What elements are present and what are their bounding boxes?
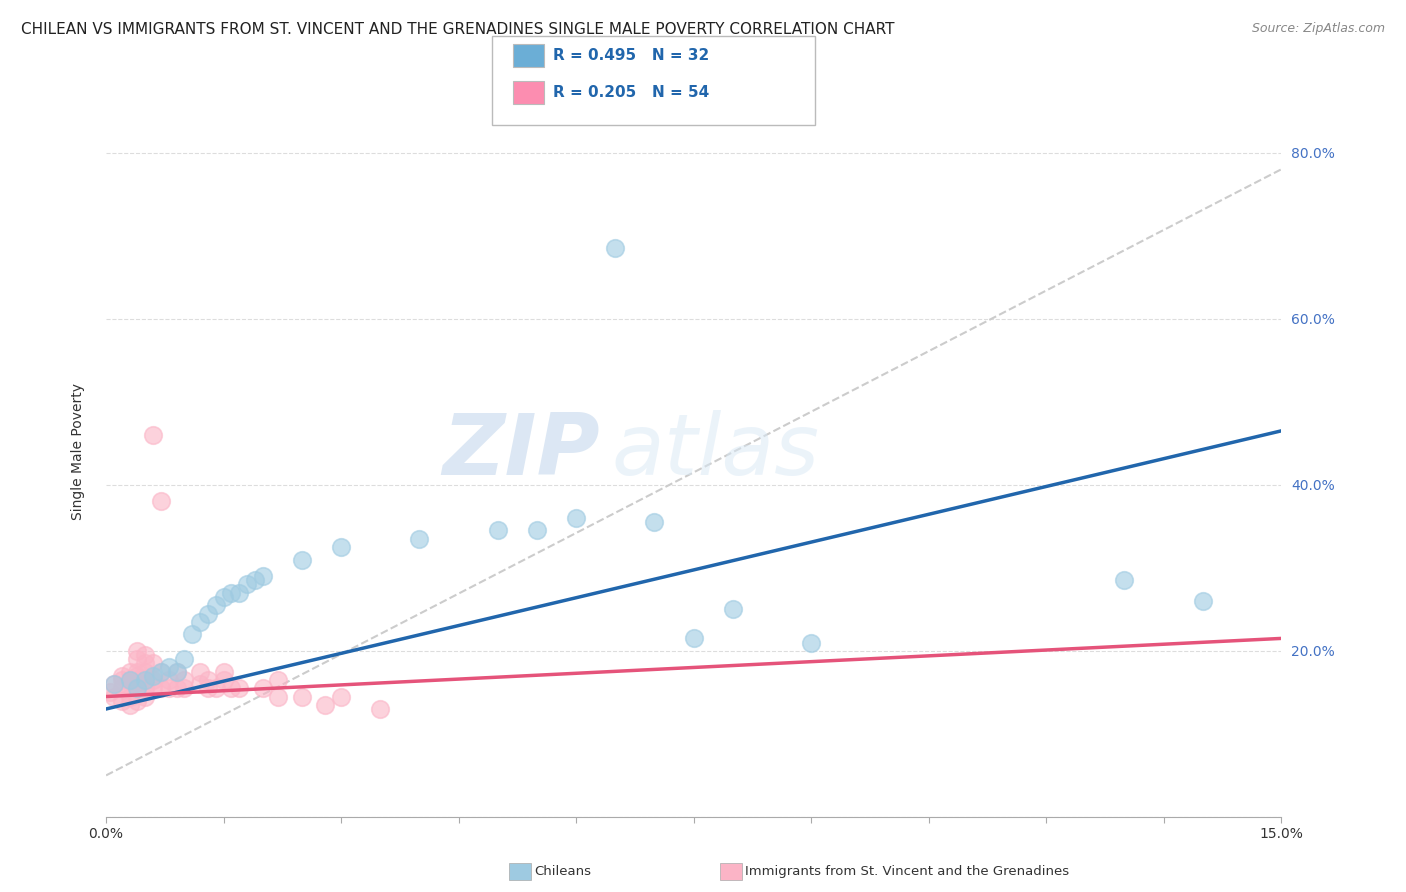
- Point: [800, 635, 823, 649]
- Point: [197, 607, 219, 621]
- Point: [166, 665, 188, 679]
- Point: [103, 677, 125, 691]
- Point: [181, 627, 204, 641]
- Point: [314, 698, 336, 712]
- Point: [173, 652, 195, 666]
- Point: [157, 660, 180, 674]
- Y-axis label: Single Male Poverty: Single Male Poverty: [72, 384, 86, 520]
- Point: [486, 524, 509, 538]
- Point: [605, 241, 627, 255]
- Point: [103, 677, 125, 691]
- Point: [252, 569, 274, 583]
- Point: [111, 694, 134, 708]
- Point: [118, 698, 141, 712]
- Point: [118, 673, 141, 687]
- Point: [188, 665, 211, 679]
- Point: [134, 690, 156, 704]
- Point: [166, 665, 188, 679]
- Point: [127, 681, 149, 696]
- Point: [127, 644, 149, 658]
- Point: [166, 681, 188, 696]
- Point: [197, 673, 219, 687]
- Point: [127, 694, 149, 708]
- Text: R = 0.495   N = 32: R = 0.495 N = 32: [553, 48, 709, 62]
- Point: [111, 673, 134, 687]
- Point: [134, 665, 156, 679]
- Point: [127, 669, 149, 683]
- Point: [330, 540, 353, 554]
- Point: [565, 511, 588, 525]
- Point: [98, 685, 121, 699]
- Point: [118, 665, 141, 679]
- Point: [111, 669, 134, 683]
- Point: [291, 552, 314, 566]
- Point: [682, 632, 704, 646]
- Point: [1191, 594, 1213, 608]
- Point: [204, 681, 226, 696]
- Point: [243, 574, 266, 588]
- Point: [142, 657, 165, 671]
- Point: [228, 586, 250, 600]
- Point: [142, 681, 165, 696]
- Point: [149, 665, 172, 679]
- Point: [408, 532, 430, 546]
- Text: R = 0.205   N = 54: R = 0.205 N = 54: [553, 86, 709, 100]
- Point: [330, 690, 353, 704]
- Point: [118, 681, 141, 696]
- Point: [134, 673, 156, 687]
- Text: atlas: atlas: [612, 410, 820, 493]
- Text: Chileans: Chileans: [534, 865, 592, 878]
- Point: [134, 648, 156, 662]
- Point: [252, 681, 274, 696]
- Point: [197, 681, 219, 696]
- Point: [134, 681, 156, 696]
- Point: [173, 673, 195, 687]
- Point: [134, 657, 156, 671]
- Point: [149, 494, 172, 508]
- Point: [118, 673, 141, 687]
- Point: [134, 673, 156, 687]
- Point: [149, 665, 172, 679]
- Point: [267, 673, 290, 687]
- Point: [173, 681, 195, 696]
- Point: [526, 524, 548, 538]
- Point: [212, 673, 235, 687]
- Point: [1114, 574, 1136, 588]
- Point: [204, 598, 226, 612]
- Text: Immigrants from St. Vincent and the Grenadines: Immigrants from St. Vincent and the Gren…: [745, 865, 1070, 878]
- Point: [236, 577, 259, 591]
- Text: CHILEAN VS IMMIGRANTS FROM ST. VINCENT AND THE GRENADINES SINGLE MALE POVERTY CO: CHILEAN VS IMMIGRANTS FROM ST. VINCENT A…: [21, 22, 894, 37]
- Point: [212, 590, 235, 604]
- Point: [127, 681, 149, 696]
- Point: [221, 681, 243, 696]
- Point: [721, 602, 744, 616]
- Point: [103, 690, 125, 704]
- Point: [188, 677, 211, 691]
- Point: [142, 428, 165, 442]
- Point: [127, 652, 149, 666]
- Point: [368, 702, 391, 716]
- Point: [643, 515, 665, 529]
- Point: [228, 681, 250, 696]
- Point: [291, 690, 314, 704]
- Point: [157, 681, 180, 696]
- Point: [149, 681, 172, 696]
- Point: [118, 690, 141, 704]
- Point: [142, 669, 165, 683]
- Point: [188, 615, 211, 629]
- Point: [127, 665, 149, 679]
- Point: [142, 673, 165, 687]
- Point: [267, 690, 290, 704]
- Point: [127, 673, 149, 687]
- Point: [221, 586, 243, 600]
- Point: [111, 681, 134, 696]
- Point: [157, 673, 180, 687]
- Point: [212, 665, 235, 679]
- Text: Source: ZipAtlas.com: Source: ZipAtlas.com: [1251, 22, 1385, 36]
- Text: ZIP: ZIP: [441, 410, 599, 493]
